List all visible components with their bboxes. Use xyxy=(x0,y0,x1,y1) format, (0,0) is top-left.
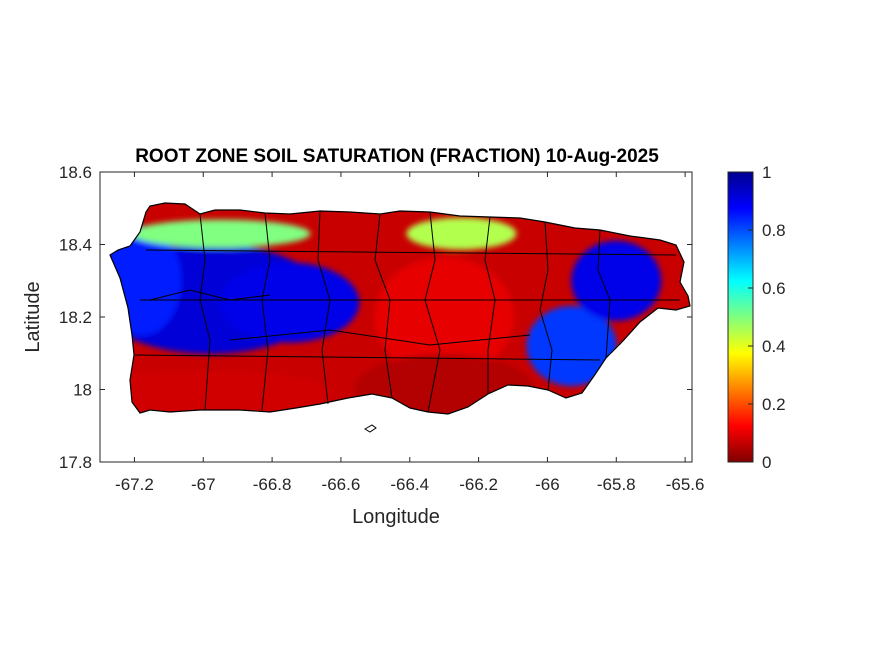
x-tick-label: -67 xyxy=(191,475,216,494)
boundary-line xyxy=(597,229,611,359)
x-axis-label: Longitude xyxy=(352,506,440,528)
municipality-boundaries xyxy=(134,210,680,413)
boundary-line xyxy=(149,289,271,301)
y-axis-label: Latitude xyxy=(22,281,44,352)
boundary-line xyxy=(145,249,677,256)
region-central-west-wet xyxy=(219,262,360,343)
x-tick-label: -66.4 xyxy=(390,475,429,494)
x-tick-label: -67.2 xyxy=(115,475,154,494)
chart-title: ROOT ZONE SOIL SATURATION (FRACTION) 10-… xyxy=(135,146,659,167)
x-tick-label: -66.6 xyxy=(322,475,361,494)
island-outline xyxy=(109,202,691,415)
x-tick-label: -65.6 xyxy=(666,475,705,494)
x-axis: -67.2 -67 -66.8 -66.6 -66.4 -66.2 -66 -65.8 -65.… xyxy=(115,172,704,494)
caja-de-muertos-island xyxy=(364,424,377,433)
y-tick-label: 18.6 xyxy=(59,163,92,182)
y-axis: 17.8 18 18.2 18.4 18.6 xyxy=(59,163,692,472)
x-tick-label: -66.8 xyxy=(253,475,292,494)
colorbar-tick-label: 0.8 xyxy=(762,221,786,240)
colorbar-tick-label: 0.4 xyxy=(762,337,786,356)
boundary-line xyxy=(134,354,601,361)
y-tick-label: 18.4 xyxy=(59,236,92,255)
colorbar-tick-label: 0 xyxy=(762,453,771,472)
y-tick-label: 18 xyxy=(73,381,92,400)
y-tick-label: 17.8 xyxy=(59,453,92,472)
boundary-line xyxy=(229,329,531,346)
x-tick-label: -65.8 xyxy=(597,475,636,494)
colorbar-ticks: 0 0.2 0.4 0.6 0.8 1 xyxy=(748,163,786,472)
x-tick-label: -66 xyxy=(535,475,560,494)
region-north-coast-moist xyxy=(130,219,311,248)
region-central-dry xyxy=(374,257,515,377)
colorbar-tick-label: 0.6 xyxy=(762,279,786,298)
region-east-interior-wet xyxy=(526,306,617,386)
saturation-map xyxy=(110,203,690,414)
colorbar xyxy=(727,171,754,463)
region-northeast-wet xyxy=(571,240,662,321)
region-north-central-moist xyxy=(406,217,517,250)
colorbar-tick-label: 0.2 xyxy=(762,395,786,414)
x-tick-label: -66.2 xyxy=(459,475,498,494)
y-tick-label: 18.2 xyxy=(59,308,92,327)
colorbar-tick-label: 1 xyxy=(762,163,771,182)
region-south-west-coast-dry xyxy=(110,371,334,414)
